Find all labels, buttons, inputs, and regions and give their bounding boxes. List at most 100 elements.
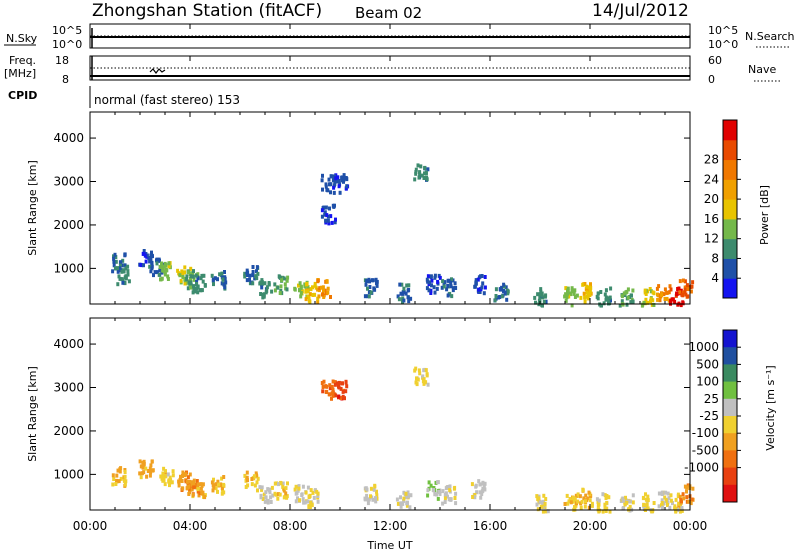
power-echo-cluster: [440, 277, 458, 299]
power-echo-cell: [649, 289, 653, 294]
velocity-echo-cell: [373, 484, 377, 489]
power-echo-cell: [162, 264, 166, 269]
power-echo-cell: [195, 282, 198, 286]
velocity-echo-cell: [396, 501, 400, 506]
velocity-echo-cell: [535, 494, 539, 499]
velocity-echo-cell: [259, 495, 263, 500]
power-echo-cell: [321, 187, 324, 192]
power-echo-cell: [442, 284, 446, 289]
power-echo-cell: [330, 174, 334, 179]
velocity-echo-cell: [195, 479, 199, 483]
velocity-echo-cell: [298, 498, 302, 503]
velocity-echo-cell: [307, 505, 311, 509]
velocity-echo-cell: [327, 392, 331, 397]
velocity-echo-cell: [263, 499, 267, 504]
power-echo-cell: [663, 287, 667, 292]
power-echo-cell: [626, 287, 630, 292]
velocity-echo-cell: [341, 394, 345, 399]
station-title: Zhongshan Station (fitACF): [92, 1, 322, 21]
velocity-echo-cell: [267, 488, 271, 493]
power-echo-cell: [253, 276, 257, 281]
power-echo-cell: [681, 278, 685, 283]
power-echo-cell: [297, 283, 300, 288]
velocity-echo-cell: [443, 500, 447, 504]
velocity-echo-cell: [177, 480, 181, 485]
velocity-echo-cell: [446, 494, 449, 499]
velocity-echo-cell: [297, 486, 301, 491]
power-echo-cell: [652, 303, 656, 307]
power-echo-cell: [477, 287, 481, 292]
velocity-echo-cell: [161, 471, 165, 476]
velocity-echo-cell: [625, 500, 629, 505]
velocity-echo-cluster: [657, 490, 672, 510]
velocity-echo-cell: [660, 498, 664, 503]
velocity-echo-cell: [621, 498, 625, 503]
velocity-echo-cluster: [535, 493, 550, 514]
velocity-echo-cell: [404, 491, 408, 496]
power-echo-cell: [332, 190, 336, 195]
date-label: 14/Jul/2012: [592, 1, 689, 21]
power-echo-cell: [567, 294, 571, 299]
velocity-echo-cell: [596, 503, 600, 508]
velocity-echo-cell: [300, 493, 304, 497]
power-echo-cell: [657, 284, 661, 289]
velocity-echo-cell: [657, 491, 661, 496]
velocity-echo-cell: [311, 490, 315, 495]
power-echo-cell: [541, 303, 544, 308]
power-echo-cell: [454, 286, 458, 290]
power-echo-cell: [155, 258, 158, 263]
power-echo-cell: [144, 259, 148, 264]
velocity-echo-cell: [114, 482, 118, 486]
power-colorbar-tick-label: 12: [704, 232, 719, 246]
velocity-echo-cell: [537, 496, 541, 501]
x-tick-label: 12:00: [373, 519, 408, 533]
power-echo-cell: [678, 279, 682, 284]
velocity-echo-cell: [190, 487, 194, 492]
power-echo-cell: [642, 301, 646, 305]
velocity-echo-cell: [260, 487, 264, 492]
power-echo-cell: [213, 276, 217, 281]
velocity-echo-cell: [123, 482, 127, 487]
power-echo-cell: [202, 273, 206, 278]
velocity-echo-cell: [657, 504, 661, 509]
velocity-echo-cell: [312, 495, 316, 500]
power-echo-cluster: [320, 203, 337, 226]
power-echo-cell: [596, 291, 600, 296]
power-echo-cell: [273, 282, 277, 287]
y-tick-label: 2000: [53, 218, 84, 232]
power-echo-cell: [683, 289, 687, 294]
velocity-echo-cell: [163, 482, 167, 487]
power-echo-cell: [425, 286, 429, 291]
power-echo-cell: [583, 295, 587, 300]
velocity-echo-cell: [413, 368, 417, 373]
power-colorbar-tick-label: 24: [704, 172, 719, 186]
power-echo-cell: [323, 210, 327, 215]
velocity-echo-cell: [608, 509, 612, 514]
velocity-echo-cell: [404, 495, 408, 500]
power-echo-cell: [564, 286, 568, 291]
velocity-echo-cell: [660, 503, 663, 508]
velocity-echo-cell: [402, 496, 406, 501]
y-tick-label: 4000: [53, 337, 84, 351]
power-echo-cluster: [493, 282, 510, 303]
velocity-echo-cell: [216, 489, 219, 494]
velocity-echo-cell: [601, 509, 605, 514]
velocity-echo-cell: [627, 506, 631, 511]
power-colorbar-tick-label: 4: [711, 271, 719, 285]
velocity-echo-cell: [337, 384, 340, 389]
power-echo-cell: [579, 295, 583, 300]
power-echo-cell: [609, 298, 612, 303]
power-echo-cell: [163, 261, 167, 266]
velocity-echo-cell: [331, 379, 335, 384]
power-echo-cell: [660, 293, 664, 298]
power-echo-cell: [167, 261, 171, 266]
velocity-echo-cell: [687, 499, 691, 504]
power-echo-cell: [629, 300, 633, 305]
power-echo-cell: [500, 294, 504, 299]
power-colorbar-swatch: [723, 139, 737, 161]
power-echo-cell: [417, 175, 421, 180]
power-echo-cell: [142, 263, 145, 268]
velocity-echo-cell: [245, 470, 249, 475]
power-echo-cell: [199, 276, 203, 281]
power-echo-cell: [161, 268, 165, 273]
